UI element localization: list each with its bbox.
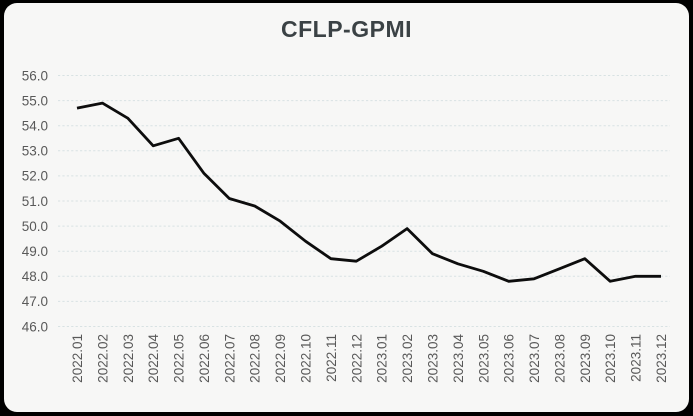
x-axis-tick-label: 2023.12 [654, 334, 669, 383]
y-axis-tick-label: 55.0 [22, 93, 48, 108]
x-axis-tick-label: 2023.07 [527, 334, 542, 383]
y-axis-tick-label: 53.0 [22, 144, 48, 159]
x-axis-tick-label: 2023.06 [502, 334, 517, 383]
x-axis-tick-label: 2022.10 [299, 334, 314, 383]
line-chart-canvas: 56.0 55.0 54.0 53.0 52.0 51.0 50.0 49.0 48.0 47.0… [22, 68, 670, 383]
x-axis-tick-label: 2023.01 [375, 334, 390, 383]
y-axis-tick-label: 52.0 [22, 169, 48, 184]
x-axis-tick-label: 2023.11 [629, 334, 644, 382]
x-axis-tick-label: 2022.11 [324, 334, 339, 382]
y-axis-tick-label: 54.0 [22, 119, 48, 134]
x-axis-tick-label: 2023.05 [476, 334, 491, 383]
y-axis-tick-label: 47.0 [22, 294, 48, 309]
x-axis-tick-label: 2023.02 [400, 334, 415, 383]
x-axis-tick-label: 2022.08 [248, 334, 263, 383]
x-axis-tick-label: 2022.06 [197, 334, 212, 383]
x-axis-tick-label: 2022.03 [121, 334, 136, 383]
x-axis-tick-label: 2023.09 [578, 334, 593, 383]
y-axis-tick-label: 48.0 [22, 269, 48, 284]
y-axis-tick-label: 46.0 [22, 319, 48, 334]
chart-card: CFLP-GPMI 56.0 55.0 54.0 53.0 52.0 51.0 50.0 49… [4, 3, 689, 412]
x-axis-tick-label: 2022.07 [222, 334, 237, 383]
x-axis-tick-label: 2023.04 [451, 334, 466, 383]
x-axis-tick-label: 2022.09 [273, 334, 288, 383]
x-axis-tick-label: 2023.10 [603, 334, 618, 383]
y-axis-tick-label: 51.0 [22, 194, 48, 209]
x-axis-tick-label: 2023.08 [552, 334, 567, 383]
y-axis-tick-label: 49.0 [22, 244, 48, 259]
x-axis-tick-label: 2023.03 [425, 334, 440, 383]
x-axis-tick-label: 2022.01 [70, 334, 85, 383]
chart-title: CFLP-GPMI [281, 16, 412, 42]
data-line-cflp-gpmi [76, 101, 661, 283]
x-axis-tick-label: 2022.05 [172, 334, 187, 383]
x-axis-tick-label: 2022.12 [349, 334, 364, 383]
x-axis-tick-label: 2022.04 [146, 334, 161, 383]
y-axis-tick-label: 56.0 [22, 68, 48, 83]
x-axis-tick-label: 2022.02 [95, 334, 110, 383]
y-axis-tick-label: 50.0 [22, 219, 48, 234]
